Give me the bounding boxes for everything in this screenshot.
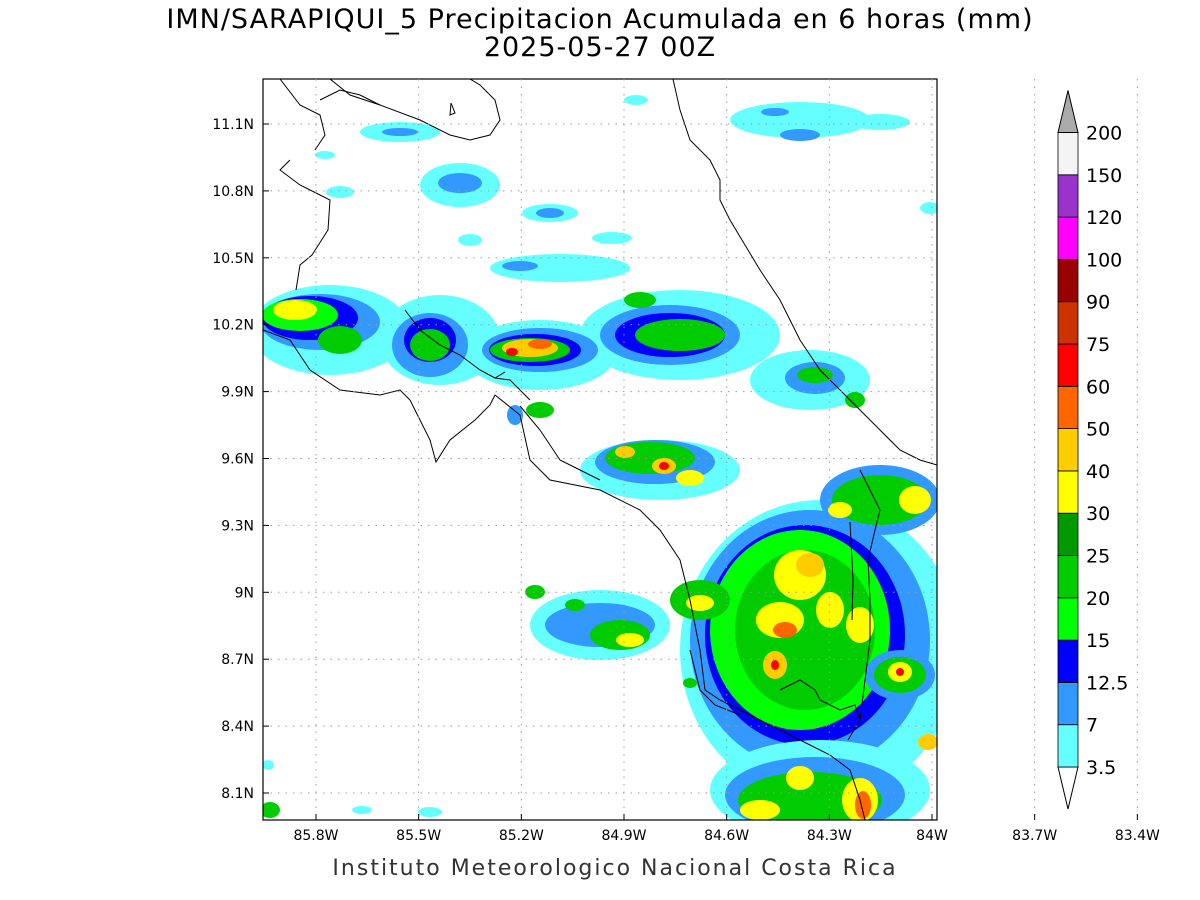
legend-swatch: [1057, 470, 1079, 514]
lat-tick-label: 10.5N: [212, 251, 254, 267]
legend-swatch: [1057, 385, 1079, 429]
map-axes: 85.8W 85.5W 85.2W 84.9W 84.6W 84.3W 84W 83.7W 83…: [212, 117, 1160, 844]
legend-swatch: [1057, 428, 1079, 472]
precip-cluster-north: [315, 95, 937, 282]
legend-arrow-top: [1057, 90, 1079, 133]
lat-tick-label: 9N: [235, 585, 254, 601]
lat-tick-label: 9.6N: [221, 452, 254, 468]
lon-tick-label: 85.5W: [396, 828, 441, 844]
map-date: 2025-05-27 00Z: [483, 32, 717, 63]
legend-label: 120: [1086, 207, 1122, 229]
legend-label: 7: [1086, 715, 1098, 737]
legend-swatch: [1057, 258, 1079, 303]
lat-tick-label: 8.1N: [221, 786, 254, 802]
lon-tick-label: 85.2W: [499, 828, 544, 844]
lat-tick-label: 10.8N: [212, 184, 254, 200]
lat-tick-label: 9.3N: [221, 518, 254, 534]
lat-tick-label: 10.2N: [212, 318, 254, 334]
map-title: IMN/SARAPIQUI_5 Precipitacion Acumulada …: [166, 4, 1034, 35]
precip-band-north: [263, 285, 870, 425]
plot-frame: [262, 78, 938, 821]
legend-label: 40: [1086, 461, 1110, 483]
legend-label: 200: [1086, 123, 1122, 145]
lat-tick-label: 8.4N: [221, 719, 254, 735]
legend-swatch: [1057, 132, 1079, 176]
legend-label: 3.5: [1086, 757, 1116, 779]
legend-label: 90: [1086, 292, 1110, 314]
lon-tick-label: 84.6W: [704, 828, 749, 844]
legend-swatch: [1057, 597, 1079, 641]
legend-label: 50: [1086, 419, 1110, 441]
lon-tick-label: 85.8W: [293, 828, 338, 844]
legend-label: 25: [1086, 546, 1110, 568]
lon-tick-label: 84W: [916, 828, 948, 844]
legend-swatch: [1057, 724, 1079, 768]
lon-tick-label: 83.7W: [1012, 828, 1057, 844]
lat-tick-label: 11.1N: [212, 117, 254, 133]
legend-swatch: [1057, 512, 1079, 556]
legend-swatch: [1057, 174, 1079, 218]
legend-label: 30: [1086, 503, 1110, 525]
legend-swatch: [1057, 639, 1079, 683]
precipitation-field: [263, 79, 937, 820]
lat-tick-label: 8.7N: [221, 652, 254, 668]
legend-label: 12.5: [1086, 672, 1128, 694]
legend-swatch: [1057, 301, 1079, 345]
legend-label: 75: [1086, 334, 1110, 356]
footer-credit: Instituto Meteorologico Nacional Costa R…: [332, 856, 898, 881]
legend-label: 15: [1086, 630, 1110, 652]
legend-arrow-bottom: [1057, 766, 1079, 810]
legend-swatch: [1057, 216, 1079, 260]
lon-tick-label: 84.9W: [601, 828, 646, 844]
legend-swatch: [1057, 343, 1079, 387]
legend-label: 20: [1086, 588, 1110, 610]
legend-label: 60: [1086, 376, 1110, 398]
color-legend: 3.5 7 12.5 15 20 25 30 40 50 60 75 90 100 120 150 200: [1057, 90, 1128, 810]
precip-cluster-south: [263, 440, 937, 820]
lon-tick-label: 83.4W: [1115, 828, 1160, 844]
legend-swatch: [1057, 682, 1079, 726]
legend-swatch: [1057, 555, 1079, 599]
legend-label: 100: [1086, 249, 1122, 271]
lat-tick-label: 9.9N: [221, 385, 254, 401]
coastlines: [263, 79, 937, 820]
lon-tick-label: 84.3W: [807, 828, 852, 844]
legend-label: 150: [1086, 165, 1122, 187]
